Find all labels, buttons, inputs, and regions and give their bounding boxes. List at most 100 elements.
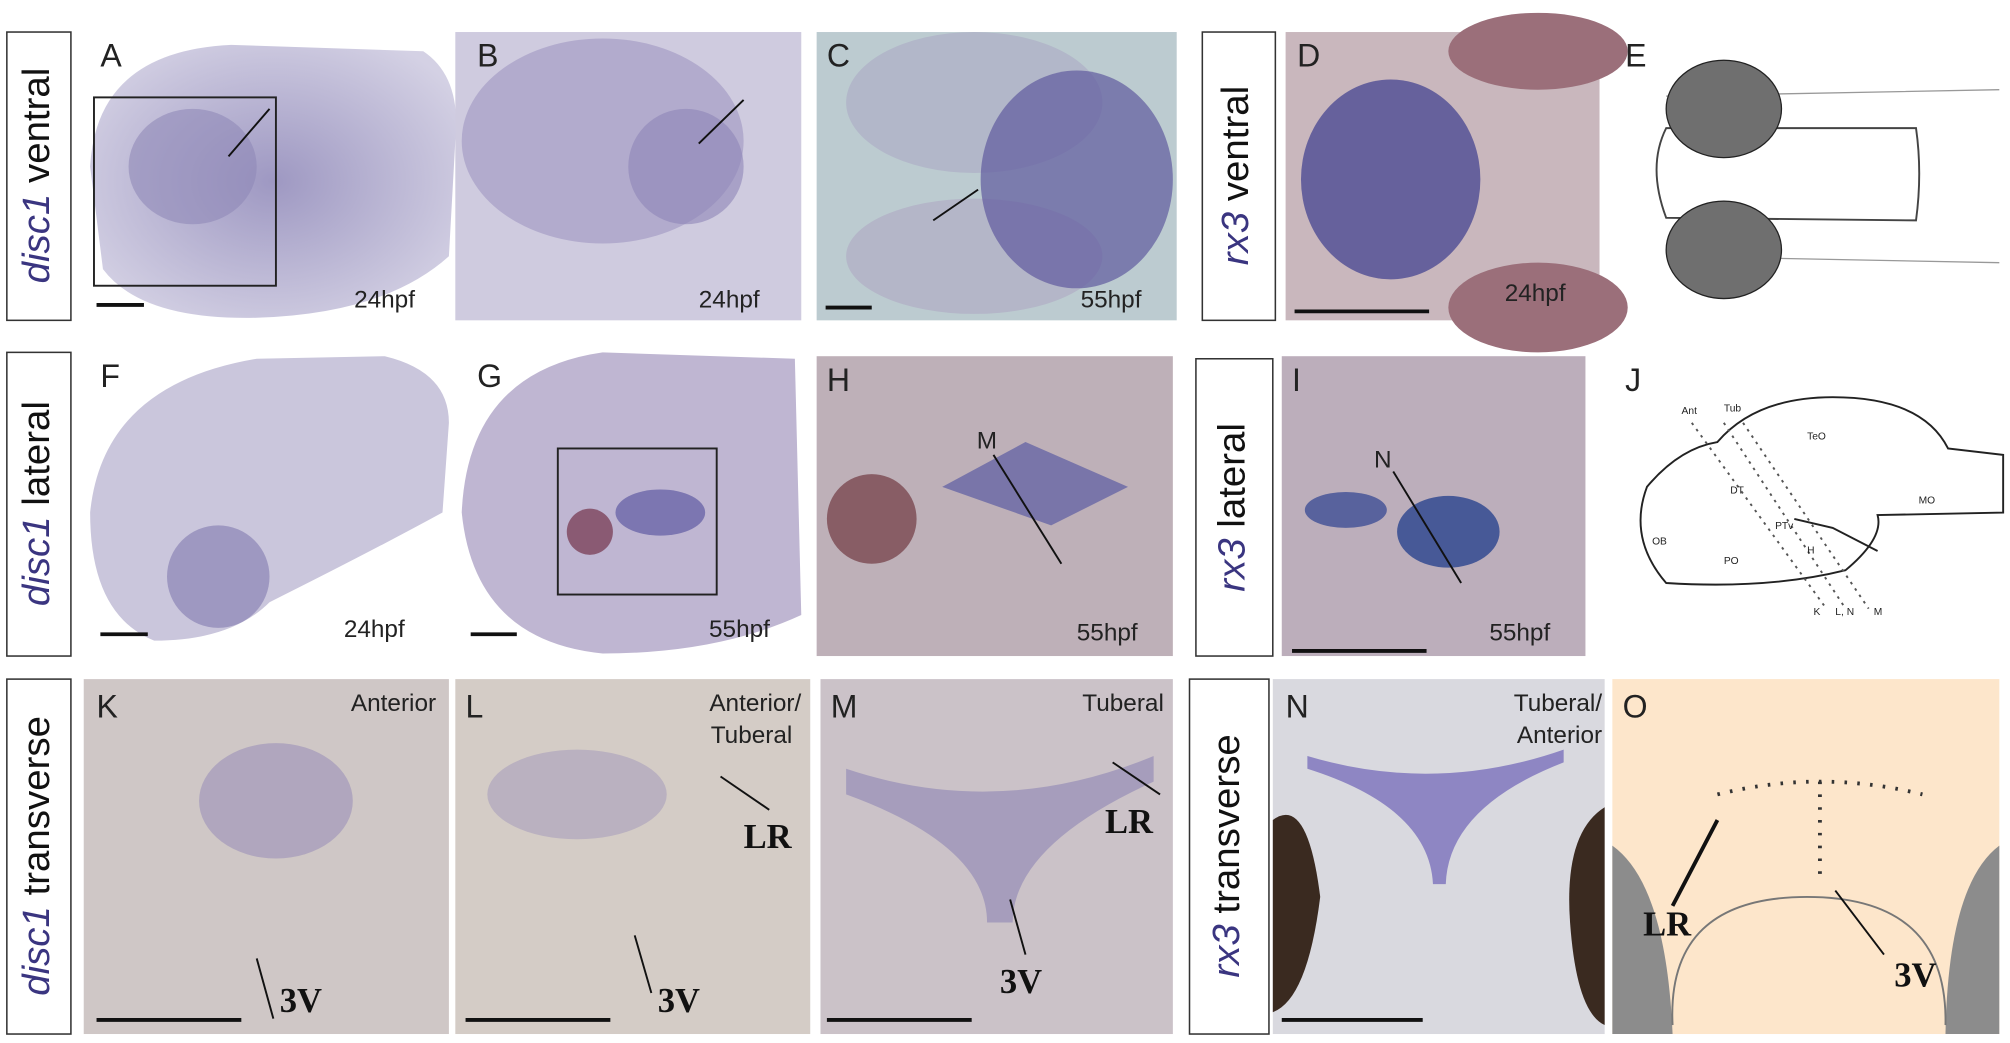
annotation: 3V [1894,957,1936,995]
arrow [932,188,979,222]
diagram-label: Ant [1682,406,1698,417]
annotation: Anterior [351,690,436,717]
annotation: 3V [1000,963,1042,1001]
stain [487,749,667,840]
stain [826,474,917,564]
panel-letter: K [97,689,118,725]
section-line [1392,471,1462,584]
outline [1655,127,1921,222]
dotted-ventricle [1716,779,1923,885]
annotation: LR [744,818,793,856]
label-box [6,351,72,657]
annotation: 3V [658,982,700,1020]
eye-edge [1569,807,1605,1026]
row-label: disc1 transverse [15,716,58,996]
row-label: rx3 lateral [1211,423,1254,592]
brain-outline [1639,396,2005,586]
panel-n: N Tuberal/ Anterior [1272,679,1605,1035]
annotation: M [977,427,997,454]
specimen [820,679,1173,1035]
label-box [1195,358,1274,657]
annotation: LR [1643,905,1692,943]
panel-letter: B [477,38,498,74]
row-labels: disc1 ventral rx3 ventral disc1 lateral … [6,31,1277,1035]
annotation: Tuberal [711,722,793,749]
panel-f: F 24hpf [90,356,449,643]
annotation: 3V [280,982,322,1020]
panel-l: L Anterior/ Tuberal LR 3V [455,679,811,1035]
label-box [6,678,72,1035]
panel-letter: G [477,358,502,394]
panel-letter: F [100,358,120,394]
stain [1448,262,1628,353]
panel-j: J Ant Tub TeO DT MO PTv OB H PO K L, N M [1625,362,2005,618]
panel-e: E [1625,38,2000,300]
stain [942,442,1129,526]
arrow [1009,899,1027,955]
specimen [83,679,449,1035]
stage-label: 55hpf [1489,620,1550,647]
panel-letter: N [1286,689,1309,725]
diagram-label: OB [1652,537,1667,548]
stain [1397,495,1500,568]
stage-label: 55hpf [1081,287,1142,314]
diagram-label: H [1807,546,1814,557]
annotation: Tuberal [1082,690,1164,717]
arrow [720,775,770,811]
stain [1304,492,1387,528]
panel-letter: O [1623,689,1648,725]
stain [199,743,353,859]
panel-o: O LR 3V [1612,679,2000,1035]
stage-label: 24hpf [699,287,760,314]
diagram-label: PO [1724,556,1739,567]
inset-box [93,96,277,287]
stage-label: 55hpf [1077,620,1138,647]
panel-letter: M [831,689,858,725]
stain [128,108,257,225]
row-label: disc1 ventral [15,68,58,284]
panel-c: C 55hpf [816,32,1177,321]
section-lines [1691,422,1870,610]
stage-label: 24hpf [1505,280,1566,307]
panel-h: H M 55hpf [816,356,1173,657]
annotation: Anterior/ [709,690,801,717]
stain [615,489,706,536]
diagram-label: L, N [1835,607,1854,618]
diagram-label: K [1814,607,1821,618]
annotation: Tuberal/ [1514,690,1603,717]
row-label: rx3 transverse [1205,734,1248,977]
specimen [455,679,811,1035]
label-box [1201,31,1277,322]
eye [1945,845,2000,1035]
panel-letter: J [1625,362,1641,398]
panel-m: M Tuberal LR 3V [820,679,1173,1035]
eye [1665,59,1783,159]
arrow [633,935,653,994]
stage-label: 55hpf [709,616,770,643]
stain [980,70,1173,289]
inset-box [556,447,718,596]
panel-letter: L [466,689,484,725]
stain [167,525,270,628]
eye [1612,845,1673,1035]
panel-letter: I [1292,362,1301,398]
panel-g: G 55hpf [461,352,802,654]
arrow [227,108,271,157]
panel-letter: A [100,38,122,74]
annotation: Anterior [1517,722,1602,749]
brain-outline [1794,518,1879,552]
row-label: disc1 lateral [15,401,58,606]
arrow [698,99,745,145]
diagram-label: PTv [1775,521,1794,532]
arrow [255,958,275,1019]
panel-i: I N 55hpf [1281,356,1586,657]
stage-label: 24hpf [344,616,405,643]
label-box [1188,678,1270,1035]
panel-letter: E [1625,38,1646,74]
arrow [1112,761,1161,796]
panel-d: D 24hpf [1285,12,1628,353]
stage-label: 24hpf [354,287,415,314]
annotation: LR [1105,803,1154,841]
row-label: rx3 ventral [1214,86,1257,265]
